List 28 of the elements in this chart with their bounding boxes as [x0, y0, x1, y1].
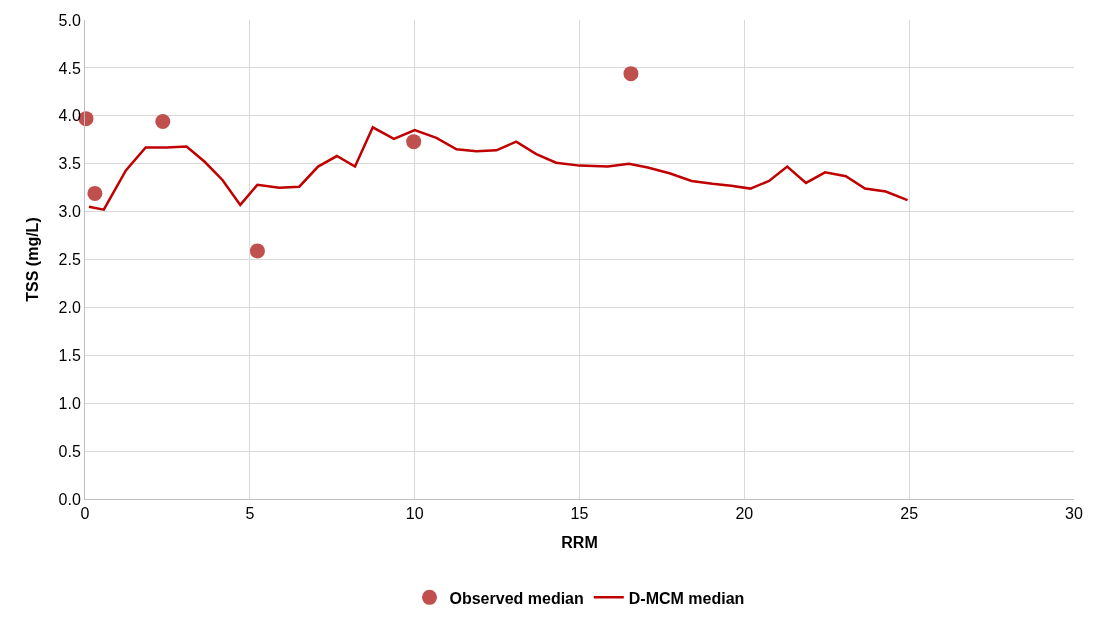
x-tick-label: 15 — [570, 505, 589, 523]
x-tick-label: 25 — [900, 505, 919, 523]
y-axis-title: TSS (mg/L) — [24, 217, 42, 302]
point — [406, 134, 422, 150]
y-tick-label: 5.0 — [58, 11, 81, 29]
y-tick-label: 3.0 — [58, 203, 81, 221]
point — [249, 243, 265, 259]
y-tick-label: 3.5 — [58, 155, 81, 173]
line-series — [87, 126, 909, 211]
x-tick-label: 30 — [1065, 505, 1083, 523]
y-tick-label: 0.0 — [58, 490, 81, 508]
y-tick-label: 2.5 — [58, 251, 81, 269]
y-tick-label: 2.0 — [58, 299, 81, 316]
x-tick-label: 0 — [80, 505, 90, 523]
x-tick-label: 20 — [735, 505, 754, 523]
x-axis-title: RRM — [561, 533, 598, 551]
legend-label: Observed median — [449, 589, 584, 607]
y-tick-label: 4.5 — [58, 59, 81, 77]
point — [87, 185, 103, 201]
x-tick-label: 5 — [245, 505, 255, 523]
y-tick-label: 4.0 — [58, 107, 81, 125]
x-tick-label: 10 — [405, 505, 424, 523]
y-tick-label: 1.0 — [58, 394, 81, 412]
y-tick-label: 1.5 — [58, 346, 81, 364]
point — [623, 66, 639, 82]
y-tick-label: 0.5 — [58, 442, 81, 460]
legend-label: D-MCM median — [628, 589, 745, 607]
point — [155, 114, 171, 130]
